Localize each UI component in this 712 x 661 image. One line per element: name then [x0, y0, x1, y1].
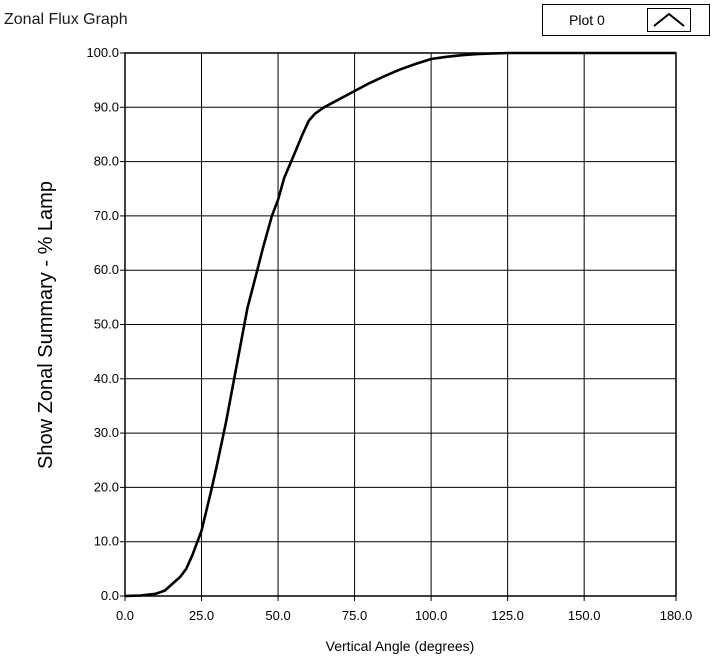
y-tick-label: 10.0	[94, 534, 119, 549]
y-tick-label: 50.0	[94, 317, 119, 332]
grid-lines	[125, 53, 676, 596]
y-tick-label: 20.0	[94, 479, 119, 494]
x-tick-label: 100.0	[415, 608, 448, 623]
y-tick-label: 80.0	[94, 154, 119, 169]
x-tick-label: 25.0	[189, 608, 214, 623]
x-tick-label: 50.0	[265, 608, 290, 623]
line-plot-icon[interactable]	[647, 8, 691, 32]
y-tick-label: 70.0	[94, 208, 119, 223]
y-tick-label: 40.0	[94, 371, 119, 386]
plot-legend[interactable]: Plot 0	[542, 4, 710, 36]
x-tick-label: 75.0	[342, 608, 367, 623]
x-tick-label: 125.0	[491, 608, 524, 623]
x-tick-label: 150.0	[568, 608, 601, 623]
legend-series-label: Plot 0	[569, 12, 605, 28]
chart-title: Zonal Flux Graph	[4, 11, 128, 28]
series-layer	[124, 51, 676, 598]
y-axis: 0.0 10.0 20.0 30.0 40.0 50.0 60.0 70.0 80.0 90.0 1…	[86, 45, 125, 603]
series-line-plot-0	[124, 51, 676, 598]
y-tick-label: 30.0	[94, 425, 119, 440]
y-tick-label: 0.0	[101, 588, 119, 603]
y-axis-title: Show Zonal Summary - % Lamp	[35, 181, 57, 469]
x-tick-label: 180.0	[660, 608, 693, 623]
y-tick-label: 60.0	[94, 262, 119, 277]
x-axis-title: Vertical Angle (degrees)	[326, 638, 475, 654]
x-tick-label: 0.0	[116, 608, 134, 623]
x-axis: 0.0 25.0 50.0 75.0 100.0 125.0 150.0 180.0	[116, 596, 692, 623]
y-tick-label: 90.0	[94, 99, 119, 114]
y-tick-label: 100.0	[86, 45, 119, 60]
